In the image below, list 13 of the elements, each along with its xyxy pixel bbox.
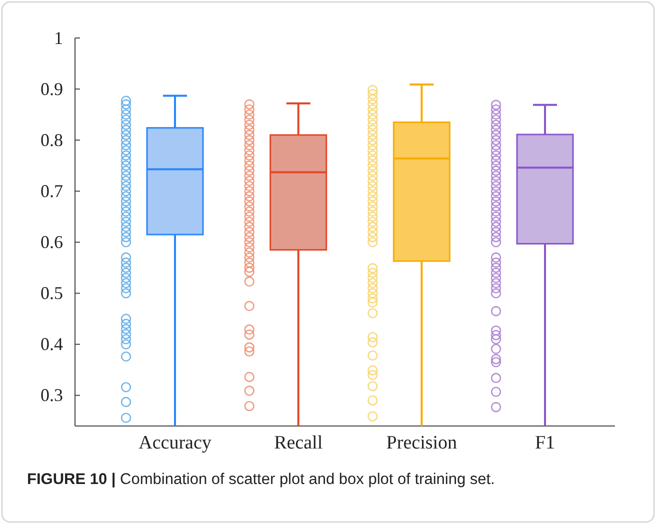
x-tick-label: Precision <box>386 432 458 454</box>
y-tick-label: 0.9 <box>40 78 63 99</box>
y-tick-label: 0.8 <box>40 130 63 150</box>
y-tick-label: 0.3 <box>40 385 63 406</box>
y-tick-label: 0.4 <box>40 334 63 354</box>
caption: FIGURE 10 | Combination of scatter plot and box plot of training set. <box>27 471 495 488</box>
x-tick-label: Accuracy <box>138 432 212 454</box>
y-tick-label: 0.5 <box>40 283 63 304</box>
y-tick-label: 0.7 <box>40 180 63 201</box>
x-tick-label: Recall <box>274 432 323 454</box>
x-tick-label: F1 <box>534 432 556 454</box>
y-tick-label: 1 <box>54 28 63 48</box>
y-tick-label: 0.6 <box>40 232 63 252</box>
